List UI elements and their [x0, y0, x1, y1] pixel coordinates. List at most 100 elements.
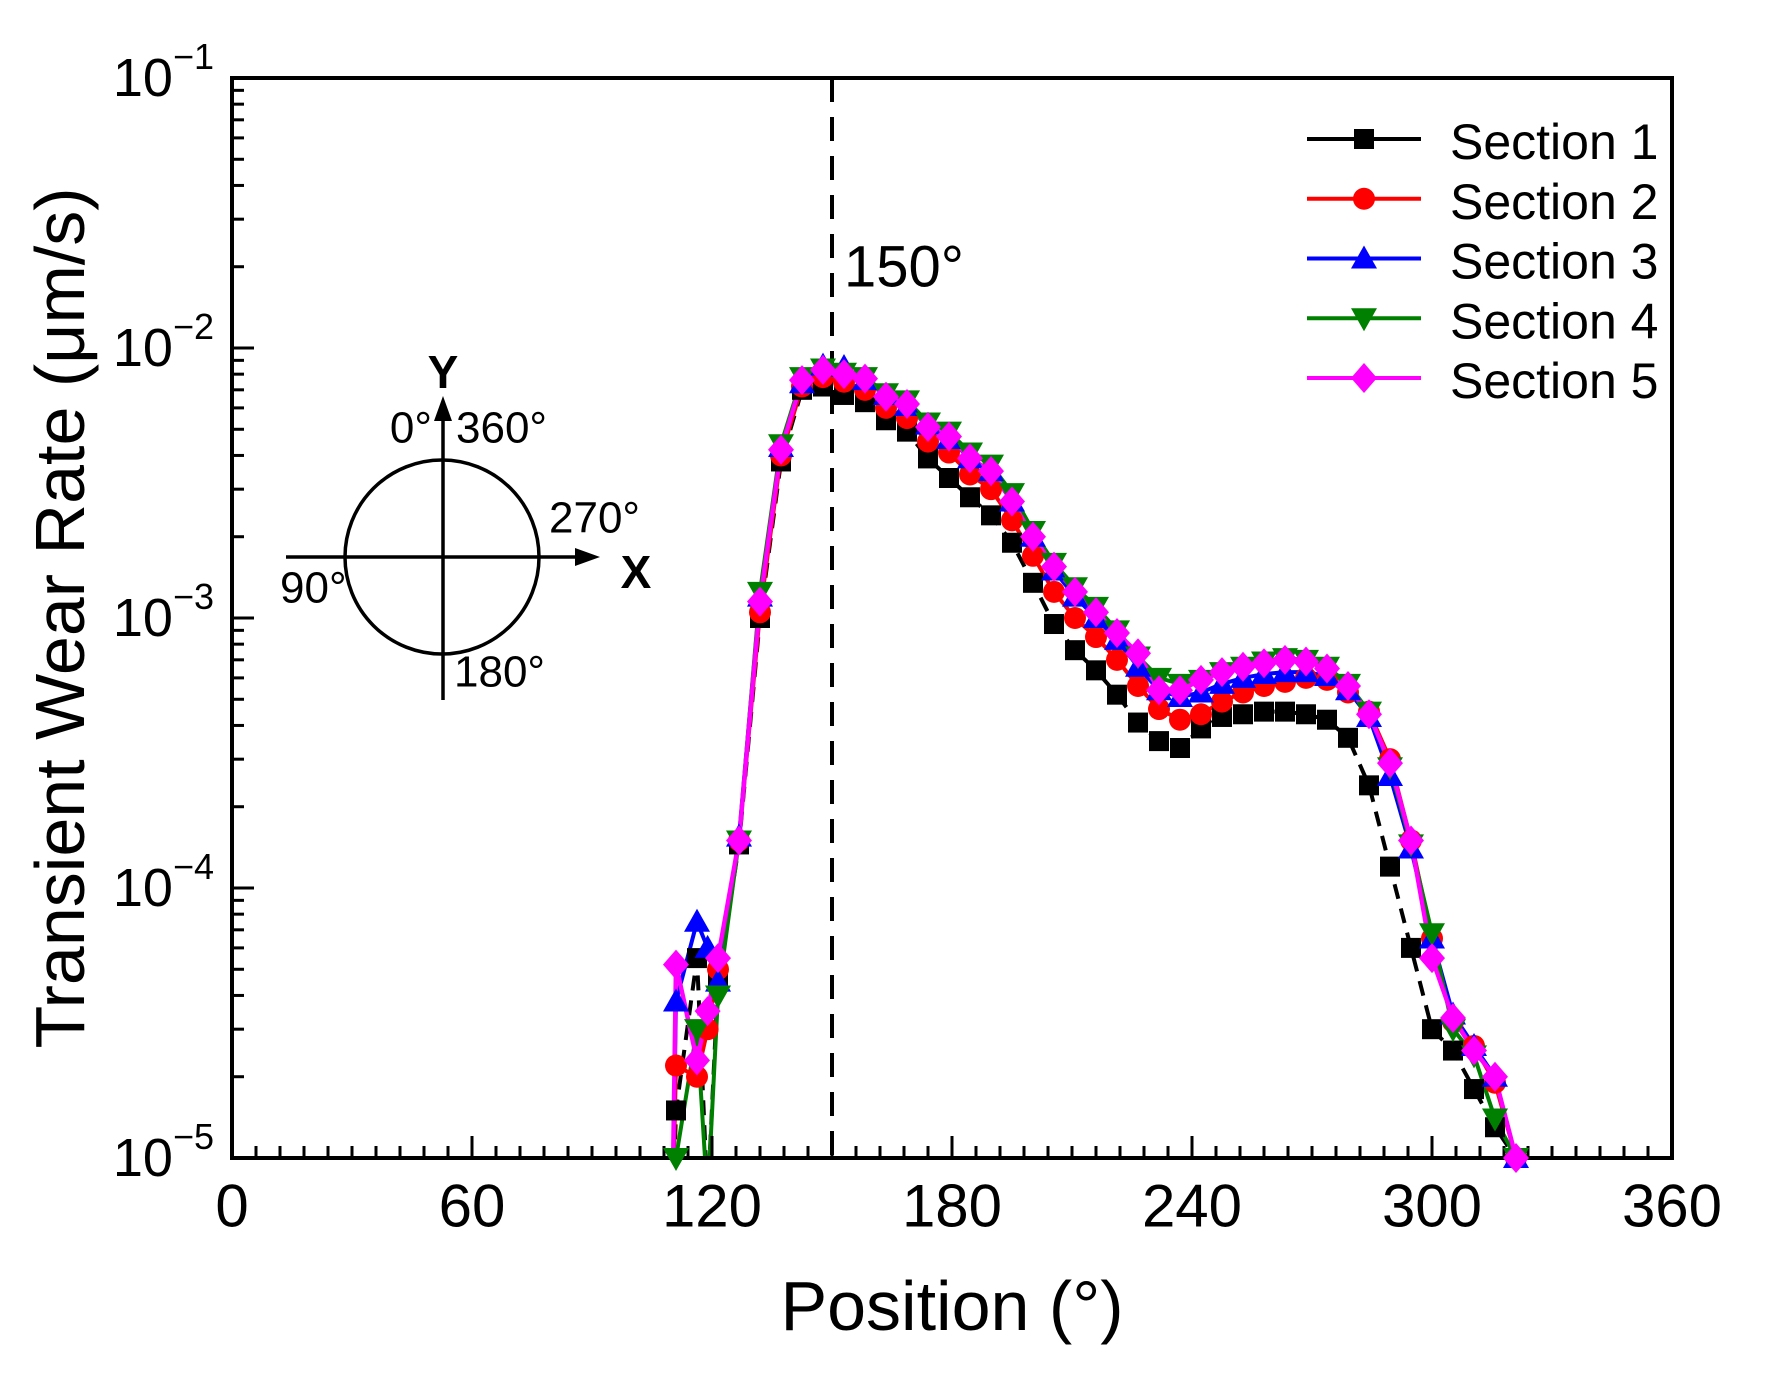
marker-diamond: [1209, 657, 1235, 688]
marker-triangle-down: [1482, 1108, 1508, 1132]
y-tick-label: 10−2: [113, 306, 214, 379]
marker-triangle-down: [1351, 308, 1377, 332]
marker-square: [1107, 684, 1127, 705]
marker-square: [1401, 937, 1421, 958]
inset-right-arrowhead-icon: [575, 548, 600, 566]
marker-square: [1044, 614, 1064, 635]
marker-circle: [1169, 708, 1191, 731]
inset-up-arrowhead-icon: [434, 396, 452, 421]
legend-item-section-4: Section 4: [1307, 293, 1658, 349]
marker-diamond: [978, 456, 1004, 487]
inset-label-90deg: 90°: [280, 564, 347, 613]
marker-diamond: [1125, 638, 1151, 669]
marker-diamond: [873, 381, 899, 412]
marker-square: [1254, 701, 1274, 722]
y-axis-title: Transient Wear Rate (μm/s): [21, 187, 99, 1048]
series-lines: [670, 363, 1519, 1160]
legend-label: Section 2: [1450, 174, 1658, 230]
legend-item-section-3: Section 3: [1307, 234, 1658, 290]
marker-circle: [1190, 703, 1212, 726]
marker-triangle-down: [1419, 923, 1445, 947]
marker-diamond: [1356, 699, 1382, 730]
marker-circle: [1148, 698, 1170, 721]
y-tick-labels: 10−1 10−2 10−3 10−4 10−5: [113, 36, 214, 1189]
marker-circle: [1043, 580, 1065, 603]
marker-square: [1275, 701, 1295, 722]
marker-diamond: [1503, 1143, 1529, 1173]
series-line-section-5: [670, 367, 1519, 1160]
marker-diamond: [1398, 825, 1424, 856]
marker-square: [939, 468, 959, 489]
marker-diamond: [684, 1045, 710, 1076]
marker-square: [1359, 775, 1379, 796]
marker-diamond: [810, 354, 836, 385]
marker-square: [981, 505, 1001, 526]
y-tick-label: 10−3: [113, 576, 214, 649]
y-tick-label: 10−4: [113, 846, 214, 919]
marker-diamond: [747, 586, 773, 617]
marker-circle: [1064, 607, 1086, 629]
marker-circle: [959, 463, 981, 486]
marker-square: [1354, 129, 1374, 149]
legend-label: Section 1: [1450, 114, 1658, 170]
series-markers-section-5: [663, 354, 1529, 1173]
marker-diamond: [1146, 675, 1172, 706]
marker-circle: [980, 478, 1002, 501]
marker-diamond: [1351, 363, 1377, 393]
marker-diamond: [1293, 646, 1319, 677]
marker-diamond: [894, 389, 920, 420]
marker-diamond: [1335, 670, 1361, 701]
legend-label: Section 3: [1450, 234, 1658, 290]
marker-diamond: [789, 365, 815, 396]
marker-diamond: [1419, 943, 1445, 974]
marker-square: [1233, 704, 1253, 725]
marker-triangle-down: [705, 985, 731, 1009]
x-tick-label: 60: [439, 1173, 506, 1240]
marker-diamond: [768, 434, 794, 465]
marker-diamond: [852, 363, 878, 394]
marker-square: [1002, 532, 1022, 553]
marker-circle: [1353, 187, 1375, 210]
marker-diamond: [663, 949, 689, 980]
marker-square: [1317, 709, 1337, 730]
inset-x-axis-label: X: [621, 546, 652, 598]
y-tick-label: 10−1: [113, 36, 214, 109]
marker-diamond: [1230, 651, 1256, 682]
legend-label: Section 4: [1450, 293, 1658, 349]
inset-label-180deg: 180°: [454, 648, 545, 697]
y-tick-label: 10−5: [113, 1116, 214, 1189]
marker-square: [666, 1100, 686, 1121]
marker-square: [1464, 1079, 1484, 1100]
x-tick-label: 180: [902, 1173, 1002, 1240]
legend-item-section-2: Section 2: [1307, 174, 1658, 230]
marker-square: [918, 448, 938, 469]
inset-label-270deg: 270°: [549, 494, 640, 543]
marker-triangle-up: [663, 988, 689, 1012]
marker-diamond: [726, 825, 752, 856]
marker-diamond: [1377, 748, 1403, 779]
marker-diamond: [1188, 664, 1214, 695]
series-line-section-4: [673, 366, 1518, 1160]
marker-diamond: [1440, 1003, 1466, 1034]
x-tick-labels: 0 60 120 180 240 300 360: [215, 1173, 1722, 1240]
series-line-section-3: [671, 363, 1518, 1160]
marker-triangle-down: [663, 1148, 689, 1171]
marker-diamond: [1083, 597, 1109, 628]
x-tick-label: 120: [662, 1173, 762, 1240]
marker-square: [1212, 706, 1232, 727]
orientation-inset: Y X 0° 360°270° 90° 180°: [280, 346, 652, 700]
x-tick-label: 300: [1382, 1173, 1482, 1240]
marker-square: [1170, 738, 1190, 759]
x-axis-title: Position (°): [780, 1267, 1123, 1345]
inset-y-axis-label: Y: [428, 346, 459, 398]
marker-diamond: [1167, 675, 1193, 706]
marker-diamond: [1461, 1035, 1487, 1066]
marker-diamond: [957, 443, 983, 474]
legend-item-section-1: Section 1: [1307, 114, 1658, 170]
marker-diamond: [915, 411, 941, 442]
marker-circle: [1106, 648, 1128, 671]
marker-diamond: [694, 996, 721, 1027]
marker-circle: [1022, 544, 1044, 567]
